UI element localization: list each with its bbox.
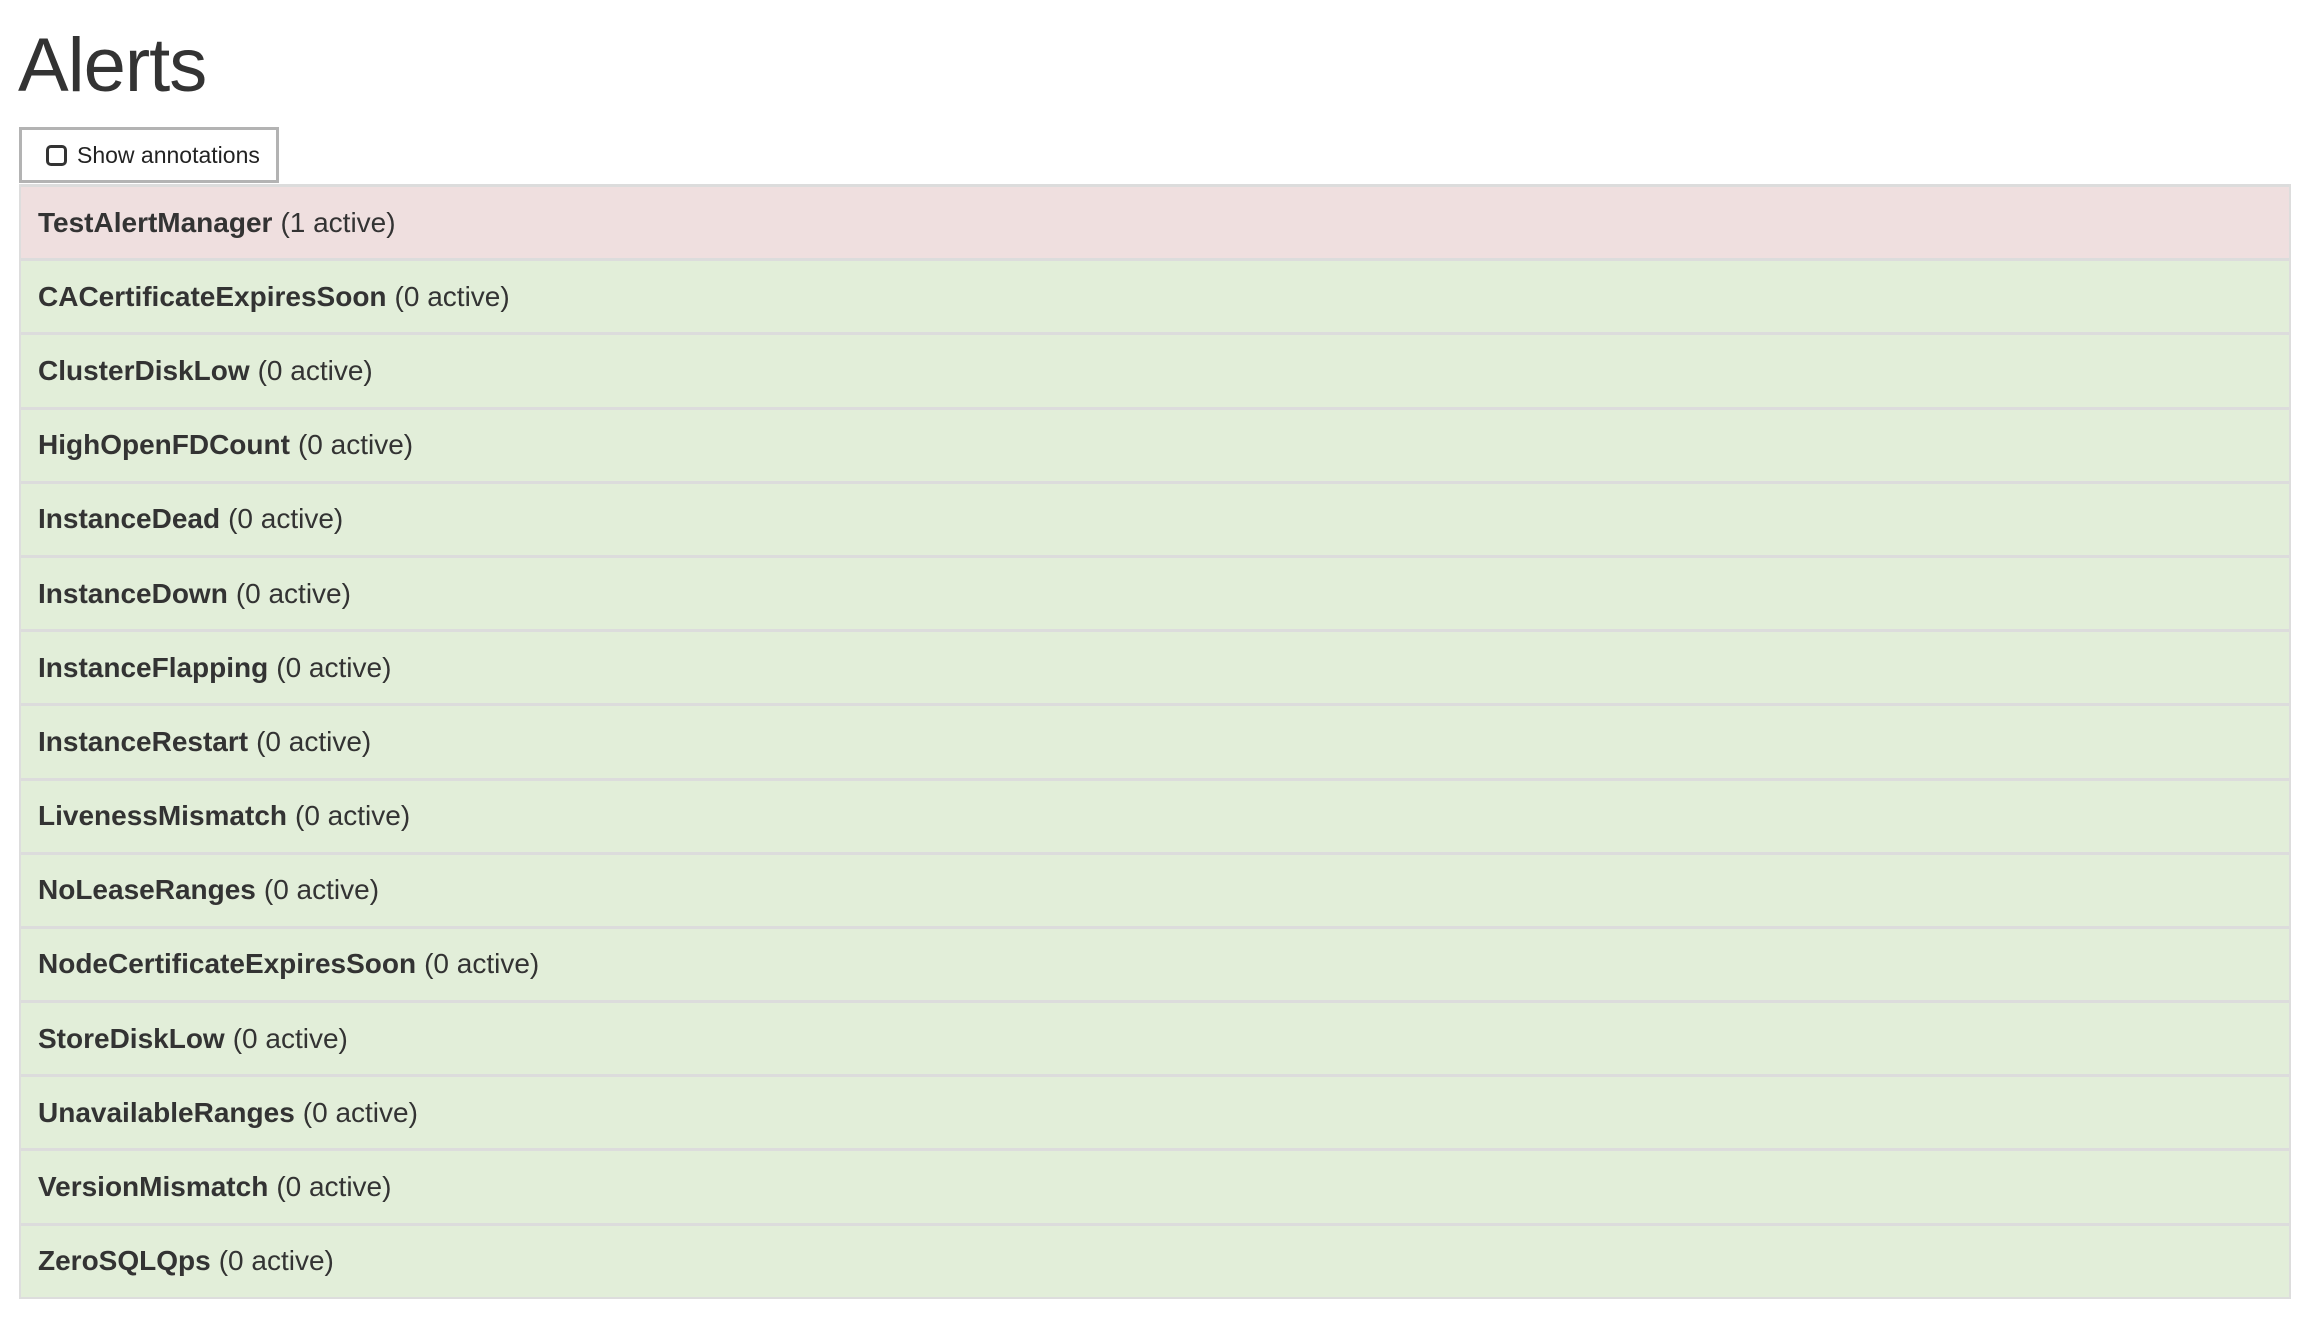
show-annotations-label: Show annotations	[77, 141, 260, 168]
alert-rule-name: StoreDiskLow	[38, 1022, 225, 1054]
alert-list: TestAlertManager (1 active) CACertificateE…	[19, 184, 2291, 1299]
alert-rule-row[interactable]: InstanceDead (0 active)	[21, 480, 2289, 555]
alert-active-count: (0 active)	[276, 651, 392, 683]
alert-active-count: (1 active)	[280, 206, 396, 238]
alert-active-count: (0 active)	[297, 429, 414, 461]
alert-active-count: (0 active)	[276, 1171, 392, 1203]
alert-rule-row[interactable]: HighOpenFDCount (0 active)	[21, 406, 2289, 481]
alert-rule-name: HighOpenFDCount	[38, 429, 290, 461]
alert-active-count: (0 active)	[228, 503, 344, 535]
alert-rule-row[interactable]: NodeCertificateExpiresSoon (0 active)	[21, 925, 2289, 1001]
page-title: Alerts	[18, 23, 207, 108]
alert-rule-row[interactable]: VersionMismatch (0 active)	[21, 1148, 2289, 1223]
alert-rule-name: ClusterDiskLow	[38, 354, 250, 386]
alert-rule-name: InstanceDead	[38, 503, 221, 535]
checkbox-icon[interactable]	[46, 144, 67, 166]
alert-rule-name: InstanceRestart	[38, 725, 249, 757]
alert-rule-row[interactable]: ZeroSQLQps (0 active)	[21, 1222, 2289, 1297]
alert-rule-name: ZeroSQLQps	[38, 1245, 211, 1277]
alert-rule-row[interactable]: InstanceDown (0 active)	[21, 554, 2289, 630]
alert-rule-row[interactable]: LivenessMismatch (0 active)	[21, 777, 2289, 852]
alert-rule-row[interactable]: UnavailableRanges (0 active)	[21, 1074, 2289, 1149]
alert-rule-row[interactable]: InstanceFlapping (0 active)	[21, 629, 2289, 704]
alert-active-count: (0 active)	[394, 280, 510, 312]
alert-rule-row[interactable]: NoLeaseRanges (0 active)	[21, 851, 2289, 926]
alert-active-count: (0 active)	[295, 800, 411, 832]
alert-active-count: (0 active)	[235, 577, 351, 609]
alert-rule-row[interactable]: TestAlertManager (1 active)	[21, 184, 2289, 259]
alert-rule-name: NodeCertificateExpiresSoon	[38, 948, 417, 980]
alert-rule-name: TestAlertManager	[38, 206, 273, 238]
alert-active-count: (0 active)	[257, 354, 373, 386]
alert-rule-name: VersionMismatch	[38, 1171, 269, 1203]
alert-rule-name: LivenessMismatch	[38, 800, 287, 832]
alert-rule-name: NoLeaseRanges	[38, 874, 256, 906]
alert-active-count: (0 active)	[424, 948, 540, 980]
alert-rule-name: UnavailableRanges	[38, 1096, 295, 1128]
alert-rule-name: InstanceFlapping	[38, 651, 269, 683]
alert-rule-row[interactable]: StoreDiskLow (0 active)	[21, 1000, 2289, 1075]
alert-rule-name: CACertificateExpiresSoon	[38, 280, 387, 312]
alert-active-count: (0 active)	[263, 874, 380, 906]
alert-rule-row[interactable]: InstanceRestart (0 active)	[21, 703, 2289, 778]
alert-rule-row[interactable]: CACertificateExpiresSoon (0 active)	[21, 258, 2289, 333]
alert-rule-name: InstanceDown	[38, 577, 228, 609]
alert-active-count: (0 active)	[256, 725, 372, 757]
alert-active-count: (0 active)	[218, 1245, 334, 1277]
alert-active-count: (0 active)	[302, 1096, 418, 1128]
alert-rule-row[interactable]: ClusterDiskLow (0 active)	[21, 332, 2289, 407]
show-annotations-toggle[interactable]: Show annotations	[19, 127, 279, 183]
alert-active-count: (0 active)	[232, 1022, 348, 1054]
